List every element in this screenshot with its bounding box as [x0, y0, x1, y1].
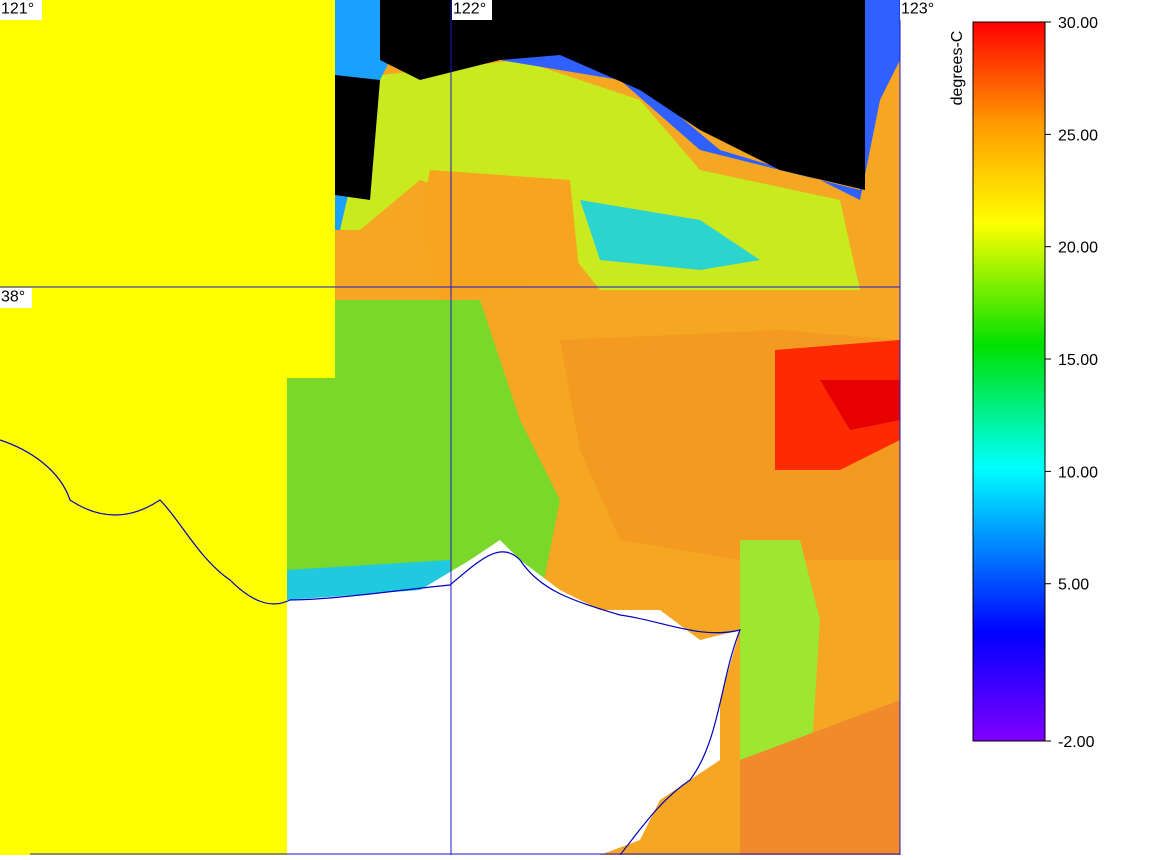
label-bg	[0, 288, 32, 308]
longitude-label: 121°	[1, 0, 34, 17]
colorbar	[972, 21, 1046, 742]
graticule	[0, 0, 901, 855]
colorbar-tick-label: 30.00	[1058, 15, 1098, 32]
sst-field	[287, 0, 900, 855]
coastline	[0, 439, 741, 856]
colorbar-title: degrees-C	[949, 31, 966, 106]
longitude-label: 123°	[901, 0, 934, 17]
longitude-label: 122°	[453, 0, 486, 17]
label-bg	[452, 0, 492, 20]
latitude-label: 38°	[1, 288, 25, 305]
colorbar-tick-label: 15.00	[1058, 352, 1098, 369]
label-bg	[900, 0, 942, 20]
land	[287, 540, 740, 855]
label-bg	[0, 0, 42, 20]
colorbar-tick-label: 20.00	[1058, 240, 1098, 257]
colorbar-tick-label: 10.00	[1058, 464, 1098, 481]
colorbar-tick-label: 5.00	[1058, 577, 1089, 594]
land-mask	[0, 378, 287, 855]
land-mask	[0, 0, 335, 378]
colorbar-tick-label: 25.00	[1058, 127, 1098, 144]
colorbar-tick-label: -2.00	[1058, 734, 1095, 751]
